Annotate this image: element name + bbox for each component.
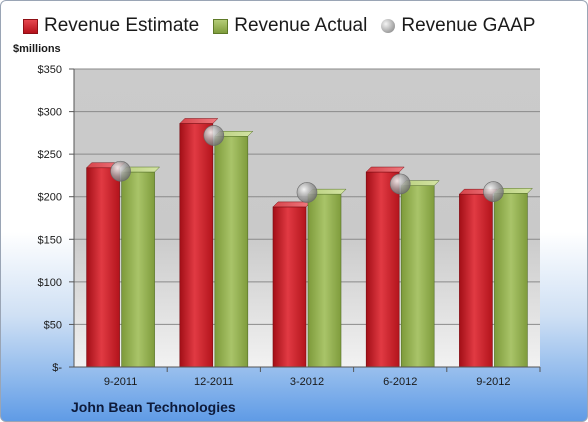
legend: Revenue Estimate Revenue Actual Revenue … xyxy=(23,15,535,37)
x-tick-label: 3-2012 xyxy=(290,376,324,388)
gaap-marker xyxy=(296,182,318,203)
bar-actual xyxy=(121,171,155,368)
legend-item-actual: Revenue Actual xyxy=(213,15,367,37)
y-tick-label: $150 xyxy=(38,234,62,246)
legend-item-gaap: Revenue GAAP xyxy=(381,15,535,37)
y-tick-label: $200 xyxy=(38,192,62,204)
bar-estimate xyxy=(272,206,307,368)
y-axis: $- $50 $100 $150 $200 $250 $300 $350 xyxy=(38,64,75,374)
gaap-marker xyxy=(203,125,225,146)
gaap-marker xyxy=(483,181,504,202)
x-tick-label: 12-2011 xyxy=(194,376,234,388)
x-axis: 9-2011 12-2011 3-2012 6-2012 9-2012 xyxy=(74,366,541,388)
bar-estimate xyxy=(459,193,493,368)
gaap-marker xyxy=(110,160,131,182)
legend-swatch-estimate xyxy=(23,18,38,34)
bar-estimate xyxy=(365,171,400,368)
legend-label-estimate: Revenue Estimate xyxy=(44,15,200,36)
bar-actual xyxy=(494,193,528,368)
bar-estimate xyxy=(179,123,214,368)
bar-estimate-top xyxy=(179,118,219,124)
y-tick-label: $350 xyxy=(38,64,62,76)
legend-item-estimate: Revenue Estimate xyxy=(23,15,199,37)
y-tick-label: $- xyxy=(52,362,62,374)
x-tick-label: 9-2012 xyxy=(476,376,510,388)
bar-actual xyxy=(307,193,342,368)
x-tick-label: 9-2011 xyxy=(104,376,137,388)
legend-swatch-gaap xyxy=(381,19,396,33)
y-tick-label: $300 xyxy=(38,107,62,119)
bar-actual xyxy=(400,185,435,368)
y-tick-label: $250 xyxy=(38,149,62,161)
bar-actual xyxy=(214,135,249,368)
gaap-marker xyxy=(389,173,411,195)
bar-estimate-top xyxy=(272,201,312,208)
legend-label-actual: Revenue Actual xyxy=(234,15,368,36)
y-tick-label: $100 xyxy=(38,277,62,289)
legend-label-gaap: Revenue GAAP xyxy=(401,15,536,36)
y-tick-label: $50 xyxy=(44,319,62,331)
legend-swatch-actual xyxy=(213,18,229,34)
x-tick-label: 6-2012 xyxy=(383,376,417,388)
company-name: John Bean Technologies xyxy=(71,399,236,415)
bar-estimate xyxy=(86,167,120,368)
y-axis-unit-label: $millions xyxy=(13,43,61,55)
bars xyxy=(85,118,534,368)
bar-estimate-top xyxy=(365,166,405,173)
